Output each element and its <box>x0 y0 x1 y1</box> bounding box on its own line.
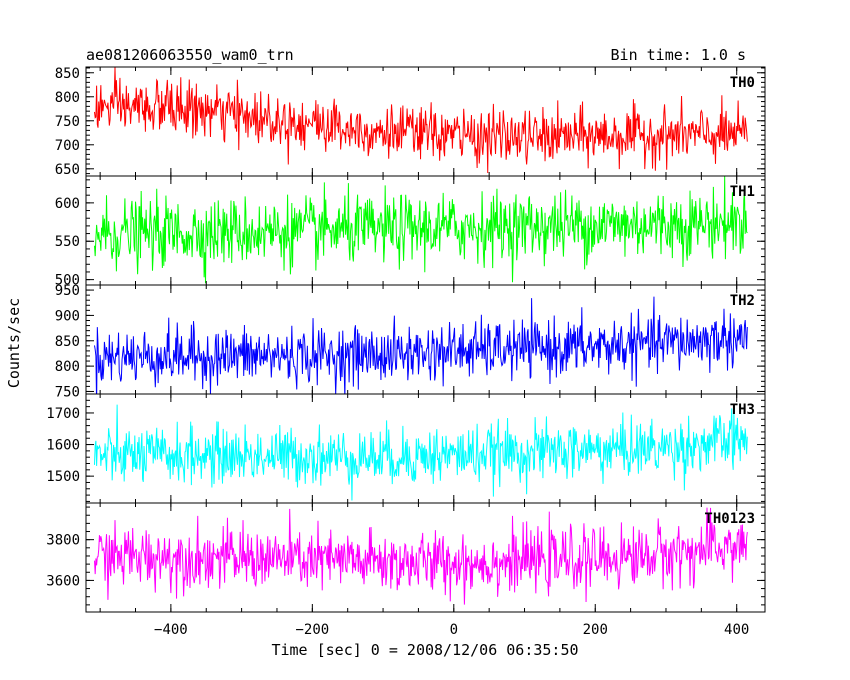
panel-th0: 650 700 750 800 850 TH0 <box>55 66 766 178</box>
y-tick-label: 1500 <box>46 469 80 485</box>
panel-th0123: 3600 3800 TH0123 <box>46 502 766 613</box>
y-tick-label: 1700 <box>46 406 80 422</box>
x-tick-label: 400 <box>724 622 749 638</box>
panels-group: 650 700 750 800 850 TH0 500 550 600 TH1 750 800 850 9… <box>46 66 766 613</box>
series-line-th2 <box>93 296 748 394</box>
panel-label-th0: TH0 <box>730 75 755 91</box>
y-tick-label: 3800 <box>46 533 80 549</box>
panel-th3: 1500 1600 1700 TH3 <box>46 393 766 504</box>
y-axis-label: Counts/sec <box>5 298 23 388</box>
x-tick-label: 0 <box>450 622 458 638</box>
x-axis-label: Time [sec] 0 = 2008/12/06 06:35:50 <box>271 641 578 659</box>
x-tick-label: 200 <box>583 622 608 638</box>
panel-th2: 750 800 850 900 950 TH2 <box>55 283 766 400</box>
y-tick-label: 950 <box>55 283 80 299</box>
series-line-th1 <box>93 176 748 284</box>
y-tick-label: 550 <box>55 234 80 250</box>
y-tick-label: 1600 <box>46 438 80 454</box>
panel-label-th3: TH3 <box>730 402 755 418</box>
chart-title: ae081206063550_wam0_trn <box>86 46 294 64</box>
y-tick-label: 700 <box>55 138 80 154</box>
y-tick-label: 750 <box>55 384 80 400</box>
y-tick-label: 800 <box>55 90 80 106</box>
y-tick-label: 850 <box>55 334 80 350</box>
y-tick-label: 650 <box>55 162 80 178</box>
y-tick-label: 850 <box>55 66 80 82</box>
panel-label-th2: TH2 <box>730 293 755 309</box>
y-tick-label: 500 <box>55 273 80 289</box>
y-tick-label: 600 <box>55 196 80 212</box>
panel-label-th0123: TH0123 <box>704 511 755 527</box>
bin-time-label: Bin time: 1.0 s <box>611 46 746 64</box>
y-tick-label: 800 <box>55 359 80 375</box>
y-tick-label: 900 <box>55 308 80 324</box>
series-line-th0 <box>93 67 748 173</box>
x-axis: −400 −200 0 200 400 <box>154 622 749 638</box>
panel-frame <box>85 502 766 613</box>
panel-frame <box>85 284 766 395</box>
panel-label-th1: TH1 <box>730 184 755 200</box>
y-tick-label: 3600 <box>46 573 80 589</box>
x-tick-label: −200 <box>295 622 329 638</box>
series-line-th0123 <box>93 507 748 605</box>
series-line-th3 <box>93 404 748 501</box>
y-tick-label: 750 <box>55 114 80 130</box>
panel-th1: 500 550 600 TH1 <box>55 175 766 289</box>
x-tick-label: −400 <box>154 622 188 638</box>
